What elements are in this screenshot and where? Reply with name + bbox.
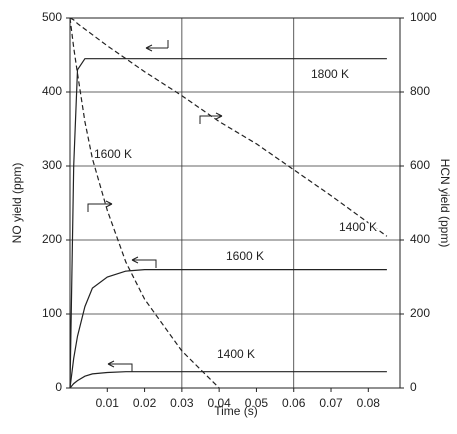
arrow xyxy=(200,113,222,124)
y-tick-label: 400 xyxy=(42,84,62,98)
y-tick-label: 0 xyxy=(55,380,62,394)
y2-tick-label: 600 xyxy=(410,158,430,172)
y2-tick-label: 200 xyxy=(410,306,430,320)
chart: Time (s) NO yield (ppm) HCN yield (ppm) … xyxy=(0,0,457,434)
annotation: 1800 K xyxy=(311,67,349,81)
x-tick-label: 0.01 xyxy=(96,396,120,410)
arrows xyxy=(88,40,222,372)
x-tick-label: 0.03 xyxy=(170,396,194,410)
x-tick-label: 0.06 xyxy=(282,396,306,410)
annotation: 1400 K xyxy=(217,347,255,361)
arrow xyxy=(146,40,168,51)
series-line xyxy=(70,270,387,388)
y2-tick-label: 0 xyxy=(410,380,417,394)
arrow xyxy=(132,257,156,268)
x-tick-label: 0.07 xyxy=(319,396,343,410)
y2-tick-label: 1000 xyxy=(410,10,437,24)
y-tick-label: 100 xyxy=(42,306,62,320)
x-tick-label: 0.05 xyxy=(245,396,269,410)
y-axis-label: NO yield (ppm) xyxy=(10,163,24,244)
annotation: 1400 K xyxy=(339,220,377,234)
annotation: 1600 K xyxy=(94,147,132,161)
x-tick-label: 0.02 xyxy=(133,396,157,410)
arrow xyxy=(88,201,112,212)
y-tick-label: 200 xyxy=(42,232,62,246)
series-line xyxy=(70,18,219,388)
y-tick-label: 300 xyxy=(42,158,62,172)
y-tick-label: 500 xyxy=(42,10,62,24)
y2-tick-label: 400 xyxy=(410,232,430,246)
y2-tick-label: 800 xyxy=(410,84,430,98)
x-tick-label: 0.08 xyxy=(357,396,381,410)
annotation: 1600 K xyxy=(226,249,264,263)
arrow xyxy=(108,361,132,372)
y2-axis-label: HCN yield (ppm) xyxy=(438,159,452,248)
series-line xyxy=(70,372,387,388)
x-tick-label: 0.04 xyxy=(207,396,231,410)
series-line xyxy=(70,18,387,236)
plot-frame xyxy=(70,18,400,388)
